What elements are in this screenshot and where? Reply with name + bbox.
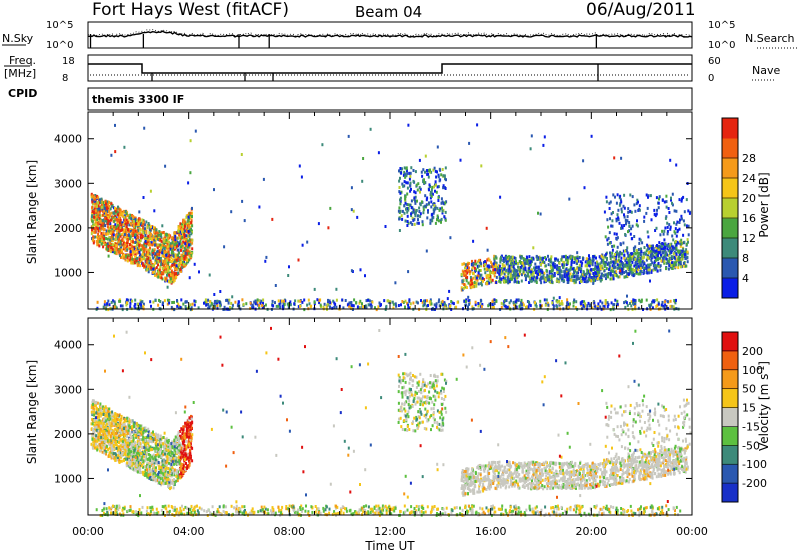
noise-sky-trace: [88, 30, 693, 38]
time-tick-label: 16:00: [475, 525, 507, 538]
range-tick-label: 2000: [54, 222, 82, 235]
date-title: 06/Aug/2011: [586, 0, 696, 20]
colorbar-tick-label: 28: [742, 152, 756, 165]
noise-tick-left-bottom: 10^0: [46, 40, 73, 51]
velocity-panel-frame: [87, 317, 693, 516]
range-tick-label: 2000: [54, 428, 82, 441]
freq-tick-top: 18: [62, 56, 75, 67]
noise-tick-right-top: 10^5: [708, 20, 735, 31]
range-tick-label: 3000: [54, 383, 82, 396]
colorbar-tick-label: 4: [742, 272, 749, 285]
colorbar-tick-label: -50: [742, 439, 760, 452]
velocity-axes: 1000 2000 3000 4000: [54, 318, 693, 515]
nave-tick-top: 60: [708, 56, 721, 67]
beam-title: Beam 04: [355, 3, 422, 21]
cpid-row-frame: [87, 87, 693, 111]
power-colorbar: 4 8 12 16 20 24 28: [721, 117, 756, 299]
range-tick-label: 3000: [54, 177, 82, 190]
range-tick-label: 1000: [54, 472, 82, 485]
freq-tick-bottom: 8: [62, 73, 68, 84]
time-tick-label: 00:00: [676, 525, 708, 538]
colorbar-tick-label: 15: [742, 402, 756, 415]
power-axes: 1000 2000 3000 4000: [54, 112, 693, 309]
range-tick-label: 1000: [54, 266, 82, 279]
velocity-ylabel: Slant Range [km]: [25, 360, 39, 464]
nsky-label: N.Sky: [2, 32, 34, 45]
noise-tick-right-bottom: 10^0: [708, 40, 735, 51]
colorbar-tick-label: -100: [742, 458, 767, 471]
frequency-trace: [88, 63, 692, 74]
cpid-value: themis 3300 IF: [92, 93, 184, 106]
velocity-colorbar: -200 -100 -50 -15 15 50 100 200: [721, 331, 767, 503]
noise-panel-frame: [87, 21, 693, 49]
colorbar-tick-label: 20: [742, 192, 756, 205]
time-tick-label: 08:00: [273, 525, 305, 538]
freq-panel-frame: [87, 54, 693, 82]
cpid-label: CPID: [8, 87, 37, 100]
colorbar-tick-label: 16: [742, 212, 756, 225]
time-tick-label: 12:00: [374, 525, 406, 538]
colorbar-tick-label: -200: [742, 477, 767, 490]
time-axis-ticks: 00:00 04:00 08:00 12:00 16:00 20:00 00:00: [72, 525, 708, 538]
colorbar-tick-label: 50: [742, 383, 756, 396]
noise-tick-left-top: 10^5: [46, 20, 73, 31]
station-title: Fort Hays West (fitACF): [92, 0, 289, 20]
time-tick-label: 20:00: [575, 525, 607, 538]
power-ylabel: Slant Range [km]: [25, 160, 39, 264]
velocity-scatter: [90, 326, 692, 518]
colorbar-tick-label: 12: [742, 232, 756, 245]
time-tick-label: 04:00: [173, 525, 205, 538]
time-tick-label: 00:00: [72, 525, 104, 538]
colorbar-tick-label: 24: [742, 172, 756, 185]
colorbar-tick-label: 200: [742, 345, 763, 358]
nsearch-label: N.Search: [745, 32, 795, 45]
freq-label: Freq.: [9, 54, 36, 67]
freq-unit-label: [MHz]: [4, 67, 36, 80]
nave-tick-bottom: 0: [708, 73, 714, 84]
colorbar-tick-label: 100: [742, 364, 763, 377]
velocity-colorbar-label: Velocity [m s-1]: [757, 361, 772, 451]
range-tick-label: 4000: [54, 133, 82, 146]
colorbar-tick-label: -15: [742, 420, 760, 433]
power-colorbar-label: Power [dB]: [757, 172, 771, 237]
power-scatter: [90, 123, 692, 312]
range-tick-label: 4000: [54, 339, 82, 352]
noise-spikes: [89, 34, 598, 48]
nave-label: Nave: [752, 64, 780, 77]
noise-search-trace: [87, 29, 693, 37]
time-axis-label: Time UT: [364, 539, 415, 553]
freq-spikes: [151, 64, 599, 81]
colorbar-tick-label: 8: [742, 252, 749, 265]
